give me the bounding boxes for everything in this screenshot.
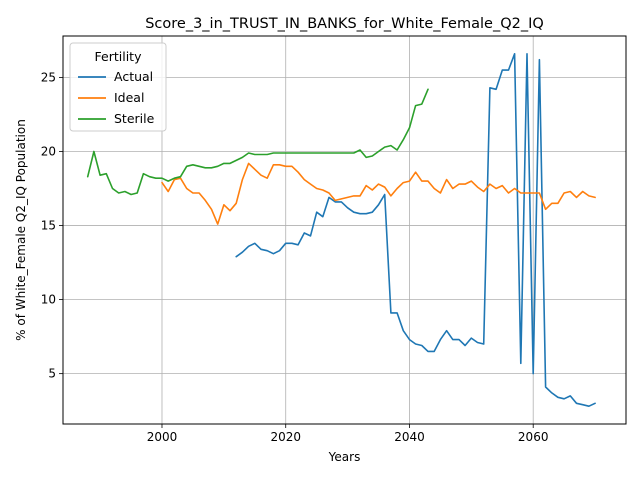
legend: Fertility Actual Ideal Sterile [69,42,167,132]
x-tick-label: 2060 [518,430,549,444]
legend-box [69,42,167,132]
chart-title: Score_3_in_TRUST_IN_BANKS_for_White_Fema… [145,16,544,32]
y-tick-label: 10 [41,293,56,307]
series-line-sterile [86,88,429,196]
y-tick-label: 5 [48,367,56,381]
legend-title: Fertility [95,49,143,64]
y-axis-label: % of White_Female Q2_IQ Population [14,119,28,341]
series-line-actual [235,52,596,408]
x-tick-label: 2020 [270,430,301,444]
x-axis-label: Years [328,450,361,464]
x-tick-label: 2040 [394,430,425,444]
x-tick-label: 2000 [147,430,178,444]
legend-entry-ideal: Ideal [114,90,144,105]
axis-ticks: 2000 2020 2040 2060 5 10 15 20 25 [41,70,549,444]
legend-entry-sterile: Sterile [114,111,155,126]
plot-frame [62,35,627,425]
legend-entry-actual: Actual [114,69,153,84]
series-lines [86,52,596,408]
y-tick-label: 20 [41,145,56,159]
series-line-ideal [161,162,596,225]
y-tick-label: 25 [41,70,56,84]
y-tick-label: 15 [41,219,56,233]
